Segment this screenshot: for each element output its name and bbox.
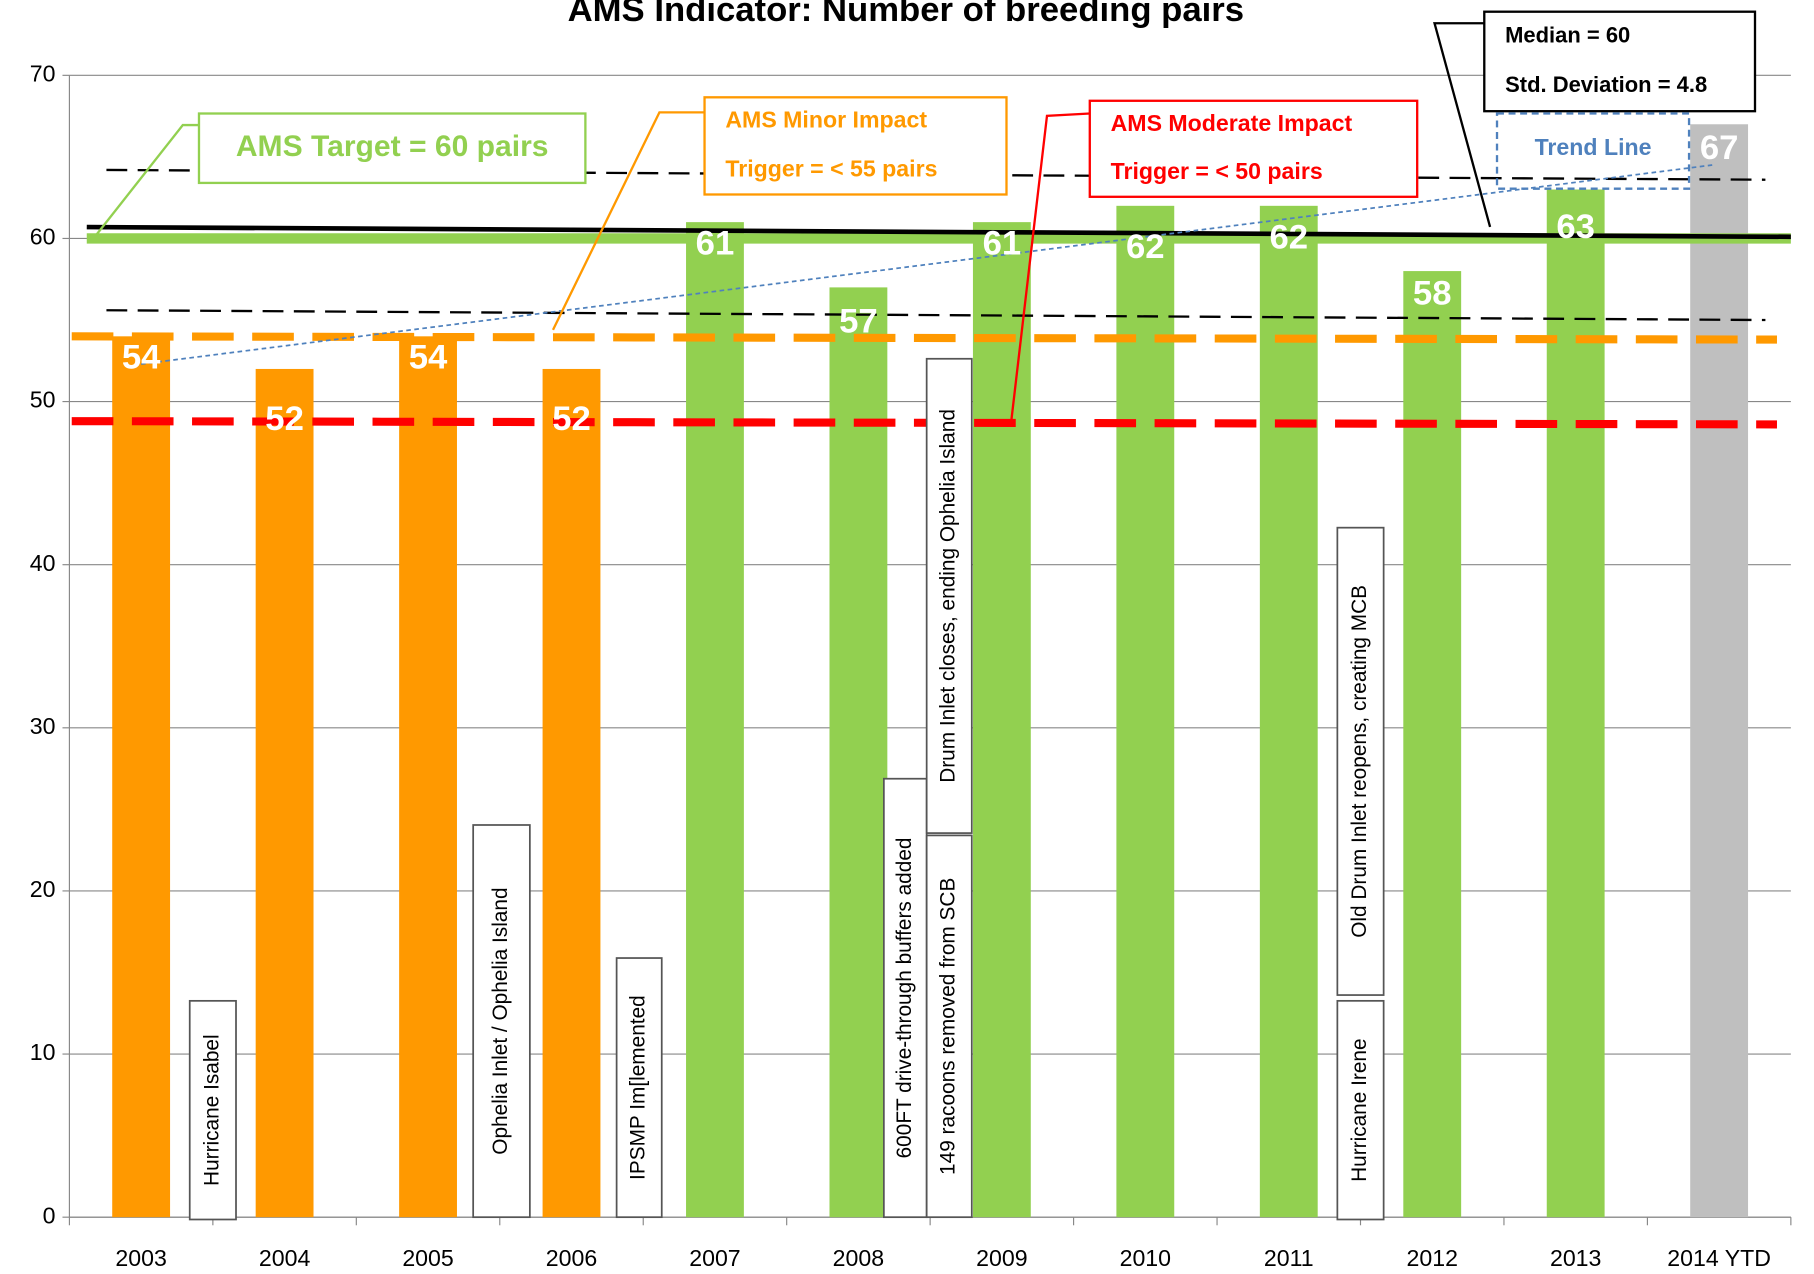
event-text: 600FT drive-through buffers added <box>893 838 916 1159</box>
x-tick-label: 2011 <box>1264 1245 1314 1271</box>
data-label: 58 <box>1413 275 1452 313</box>
y-tick-label: 30 <box>30 713 56 739</box>
y-tick-label: 0 <box>43 1202 56 1228</box>
callout-leader <box>1433 22 1492 228</box>
callout-leader <box>91 123 199 241</box>
bar <box>686 222 744 1218</box>
data-label: 67 <box>1700 129 1739 167</box>
callout-text: AMS Minor Impact <box>725 107 927 133</box>
data-label: 54 <box>122 339 161 377</box>
callout-text: Std. Deviation = 4.8 <box>1505 72 1707 97</box>
callout-text: Trend Line <box>1535 134 1652 160</box>
y-tick-label: 50 <box>30 387 56 413</box>
data-label: 52 <box>552 400 591 438</box>
data-label: 52 <box>265 400 304 438</box>
event-box <box>1336 999 1385 1221</box>
y-tick-label: 40 <box>30 550 56 576</box>
reference-line <box>106 309 1766 322</box>
x-tick-label: 2012 <box>1407 1245 1458 1271</box>
callout-leader <box>551 111 705 331</box>
event-text: 149 racoons removed from SCB <box>937 878 960 1175</box>
reference-line <box>71 332 1777 344</box>
callout-box <box>197 112 587 185</box>
bar <box>542 368 601 1218</box>
bar <box>1259 205 1318 1218</box>
x-tick-label: 2004 <box>259 1245 311 1271</box>
bar <box>255 368 314 1218</box>
chart-title: AMS Indicator: Number of breeding pairs <box>568 0 1244 29</box>
x-tick-label: 2010 <box>1120 1245 1171 1271</box>
callout-text: Median = 60 <box>1505 22 1630 47</box>
callout-box <box>703 96 1008 196</box>
data-label: 61 <box>983 224 1022 262</box>
x-tick-label: 2005 <box>402 1245 453 1271</box>
bar <box>1403 271 1462 1218</box>
x-tick-label: 2007 <box>689 1245 740 1271</box>
bar <box>399 336 457 1218</box>
callout-text: AMS Moderate Impact <box>1111 110 1353 136</box>
event-box <box>188 999 237 1221</box>
callout-text: Trigger = < 50 pairs <box>1111 158 1323 184</box>
data-label: 54 <box>409 339 448 377</box>
bar <box>1116 205 1175 1218</box>
reference-line <box>71 417 1777 429</box>
event-box <box>1336 526 1385 996</box>
event-box <box>472 824 531 1219</box>
event-text: Hurricane Irene <box>1348 1038 1371 1181</box>
callout-text: AMS Target = 60 pairs <box>236 130 549 163</box>
data-label: 57 <box>839 302 878 340</box>
y-tick-label: 10 <box>30 1039 56 1065</box>
x-tick-label: 2009 <box>976 1245 1027 1271</box>
data-label: 62 <box>1126 228 1165 266</box>
x-tick-label: 2014 YTD <box>1667 1245 1771 1271</box>
callout-leader <box>1009 112 1090 423</box>
x-tick-label: 2003 <box>115 1245 166 1271</box>
callout-text: Trigger = < 55 pairs <box>725 155 937 181</box>
data-label: 61 <box>696 224 735 262</box>
data-label: 62 <box>1269 219 1308 257</box>
callout-box <box>1088 99 1419 198</box>
x-tick-label: 2008 <box>833 1245 884 1271</box>
bar <box>112 336 171 1218</box>
event-box <box>615 957 663 1219</box>
event-text: Old Drum Inlet reopens, creating MCB <box>1348 585 1371 938</box>
y-tick-label: 60 <box>30 224 56 250</box>
event-text: Drum Inlet closes, ending Ophelia Island <box>937 409 960 783</box>
callout-box <box>1483 10 1757 113</box>
y-tick-label: 70 <box>30 60 56 86</box>
reference-line <box>86 224 1791 240</box>
event-text: IPSMP Im[lemented <box>627 995 650 1180</box>
event-box <box>925 357 973 834</box>
bar <box>972 222 1031 1218</box>
event-text: Hurricane Isabel <box>200 1034 223 1186</box>
y-tick-label: 20 <box>30 876 56 902</box>
event-text: Ophelia Inlet / Ophelia Island <box>489 887 512 1154</box>
bar <box>1546 189 1605 1218</box>
event-box <box>925 834 973 1219</box>
x-tick-label: 2006 <box>546 1245 597 1271</box>
data-label: 63 <box>1556 208 1595 246</box>
callout-box <box>1495 112 1691 190</box>
bar <box>1690 124 1749 1218</box>
x-tick-label: 2013 <box>1550 1245 1601 1271</box>
bar <box>829 287 888 1218</box>
